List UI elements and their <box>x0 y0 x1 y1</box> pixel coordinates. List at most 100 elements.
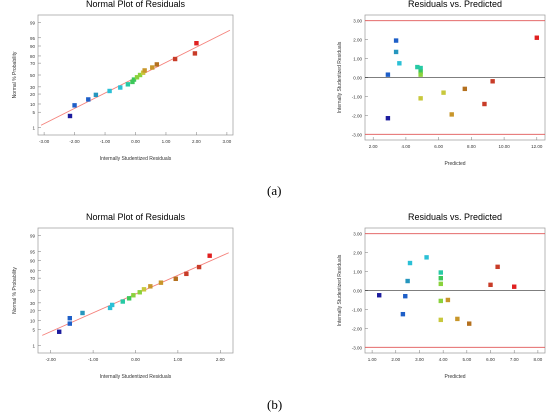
y-tick-label: 95 <box>30 36 36 41</box>
y-tick-label: 10 <box>30 319 36 324</box>
data-point <box>415 64 420 70</box>
data-point <box>154 62 160 67</box>
y-tick-label: -3.00 <box>352 345 363 350</box>
data-point <box>184 271 189 277</box>
y-tick-label: 99 <box>30 20 36 25</box>
y-tick-label: 20 <box>30 308 36 313</box>
x-tick-label: 2.00 <box>391 357 400 362</box>
data-point <box>131 293 136 298</box>
data-point <box>148 284 153 289</box>
chart-title: Normal Plot of Residuals <box>86 212 186 222</box>
x-tick-label: 0.00 <box>131 357 140 362</box>
x-tick-label: 3.00 <box>415 357 424 362</box>
plot-frame <box>37 14 234 136</box>
data-point <box>134 75 140 80</box>
data-point <box>67 321 72 326</box>
panel-label-b: (b) <box>267 397 283 412</box>
data-point <box>405 278 410 284</box>
data-point <box>141 287 147 292</box>
y-tick-label: 80 <box>30 269 36 274</box>
x-axis-label: Predicted <box>444 161 465 165</box>
y-tick-label: 80 <box>30 54 36 59</box>
y-axis-label: Internally Studentized Residuals <box>337 254 343 326</box>
data-point <box>118 85 123 90</box>
x-tick-label: 2.00 <box>192 139 201 144</box>
x-tick-label: -3.00 <box>39 139 50 144</box>
data-point <box>397 61 402 66</box>
y-tick-label: 1 <box>32 343 35 348</box>
data-point <box>455 316 460 322</box>
y-tick-label: 70 <box>30 61 36 66</box>
x-tick-label: -2.00 <box>46 357 57 362</box>
data-point <box>467 321 472 326</box>
data-point <box>130 79 135 85</box>
x-axis-label: Predicted <box>444 374 465 380</box>
residuals-plot-b: Residuals vs. Predicted -3.00 -2.00 -1.00 0.… <box>337 212 546 380</box>
y-tick-label: 5 <box>32 327 35 332</box>
data-point <box>377 293 382 298</box>
x-tick-label: 4.00 <box>402 144 411 149</box>
data-point <box>150 65 155 70</box>
data-point <box>385 116 391 121</box>
x-tick-label: -1.00 <box>88 357 99 362</box>
y-tick-label: 99 <box>30 234 36 239</box>
x-tick-label: -2.00 <box>69 139 80 144</box>
x-tick-label: 1.00 <box>368 357 377 362</box>
x-tick-label: 5.00 <box>462 357 471 362</box>
y-tick-label: 0.00 <box>353 76 362 81</box>
y-tick-label: 2.00 <box>353 38 362 43</box>
chart-title: Residuals vs. Predicted <box>408 0 502 9</box>
y-tick-label: 0.00 <box>353 289 362 294</box>
data-point <box>418 65 423 71</box>
y-tick-label: 90 <box>30 44 36 49</box>
x-tick-label: 1.00 <box>174 357 183 362</box>
normal-plot-a: Normal Plot of Residuals 1 5 10 20 30 50 70 80 90… <box>12 0 234 162</box>
data-point <box>495 264 500 270</box>
data-point <box>438 270 443 275</box>
x-tick-label: -1.00 <box>100 139 111 144</box>
data-point <box>407 260 413 266</box>
y-tick-label: 95 <box>30 250 36 255</box>
data-point <box>207 253 212 258</box>
y-tick-label: -2.00 <box>352 113 363 118</box>
y-tick-label: 70 <box>30 276 36 281</box>
data-point <box>462 86 468 92</box>
data-point <box>449 112 454 117</box>
y-tick-label: 90 <box>30 258 36 263</box>
panel-label-a: (a) <box>267 183 282 198</box>
data-point <box>445 297 451 303</box>
data-point <box>534 35 540 40</box>
data-point <box>140 70 146 75</box>
x-tick-label: 4.00 <box>439 357 448 362</box>
data-point <box>173 276 178 282</box>
y-axis-label: Normal % Probability <box>12 267 18 314</box>
data-point <box>482 101 487 107</box>
x-tick-label: 8.00 <box>534 357 543 362</box>
data-point <box>67 113 73 119</box>
data-point <box>488 282 493 288</box>
data-point <box>86 97 91 102</box>
data-point <box>490 79 495 84</box>
y-axis-label: Internally Studentized Residuals <box>337 41 343 113</box>
data-point <box>125 82 131 87</box>
data-point <box>80 310 85 316</box>
data-point <box>137 290 142 295</box>
data-point <box>400 311 406 317</box>
x-tick-label: 6.00 <box>434 144 443 149</box>
y-tick-label: 3.00 <box>353 19 362 24</box>
y-tick-label: -1.00 <box>352 307 363 312</box>
data-point <box>418 69 423 75</box>
data-point <box>424 255 429 260</box>
data-point <box>120 299 125 304</box>
data-point <box>67 315 72 321</box>
data-point <box>196 264 202 270</box>
x-tick-label: 0.00 <box>131 139 140 144</box>
data-point <box>109 302 115 308</box>
data-point <box>385 72 391 77</box>
x-tick-label: 2.00 <box>369 144 378 149</box>
x-tick-label: 6.00 <box>486 357 495 362</box>
x-tick-label: 10.00 <box>498 144 510 149</box>
plot-frame <box>37 227 234 354</box>
data-point <box>56 329 62 334</box>
data-point <box>172 56 178 62</box>
